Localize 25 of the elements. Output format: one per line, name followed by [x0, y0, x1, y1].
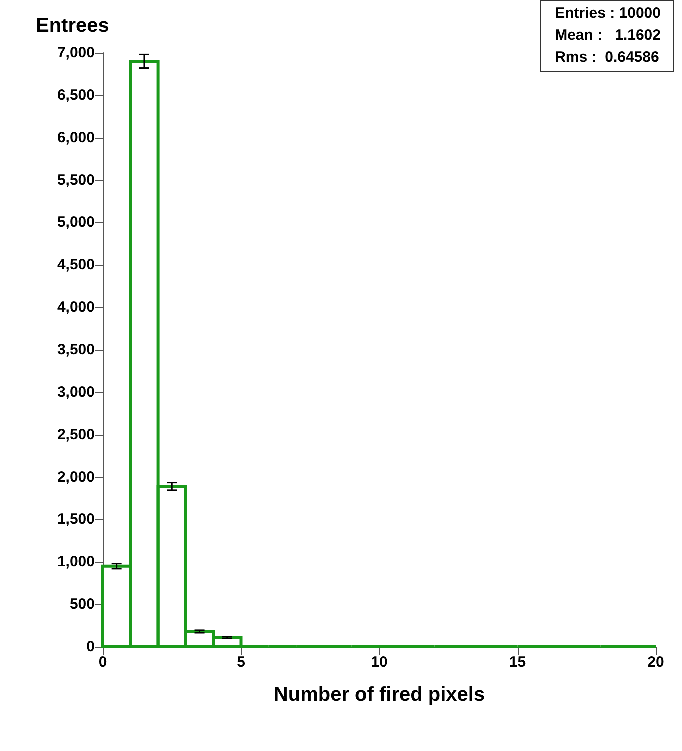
- y-tick-label: 6,000: [57, 129, 95, 146]
- x-tick-label: 15: [509, 654, 526, 671]
- y-tick-label: 5,500: [57, 172, 95, 189]
- text: Entries : 10000: [555, 4, 661, 24]
- y-tick-label: 7,000: [57, 44, 95, 62]
- x-tick-label: 10: [371, 654, 388, 671]
- text: Mean : 1.1602: [555, 26, 661, 46]
- annotation: Rms : 0.64586: [555, 48, 660, 68]
- y-tick-label: 3,000: [57, 384, 95, 401]
- y-tick-label: 0: [86, 638, 95, 656]
- y-tick-label: 2,000: [57, 468, 95, 486]
- x-axis-title: Number of fired pixels: [274, 684, 486, 706]
- x-tick-label: 0: [98, 654, 108, 671]
- x-tick-label: 20: [648, 654, 664, 671]
- y-tick-label: 500: [70, 596, 95, 614]
- y-tick-label: 2,500: [57, 426, 95, 444]
- y-tick-label: 4,000: [57, 299, 95, 316]
- y-tick-label: 5,000: [57, 214, 95, 232]
- y-tick-label: 1,500: [57, 511, 95, 528]
- y-tick-label: 3,500: [57, 342, 95, 358]
- y-tick-label: 6,500: [57, 86, 95, 104]
- x-tick-label: 5: [237, 654, 246, 671]
- y-tick-label: 4,500: [57, 256, 95, 274]
- y-tick-label: 1,000: [57, 554, 95, 571]
- y-axis-title: Entrees: [36, 15, 110, 37]
